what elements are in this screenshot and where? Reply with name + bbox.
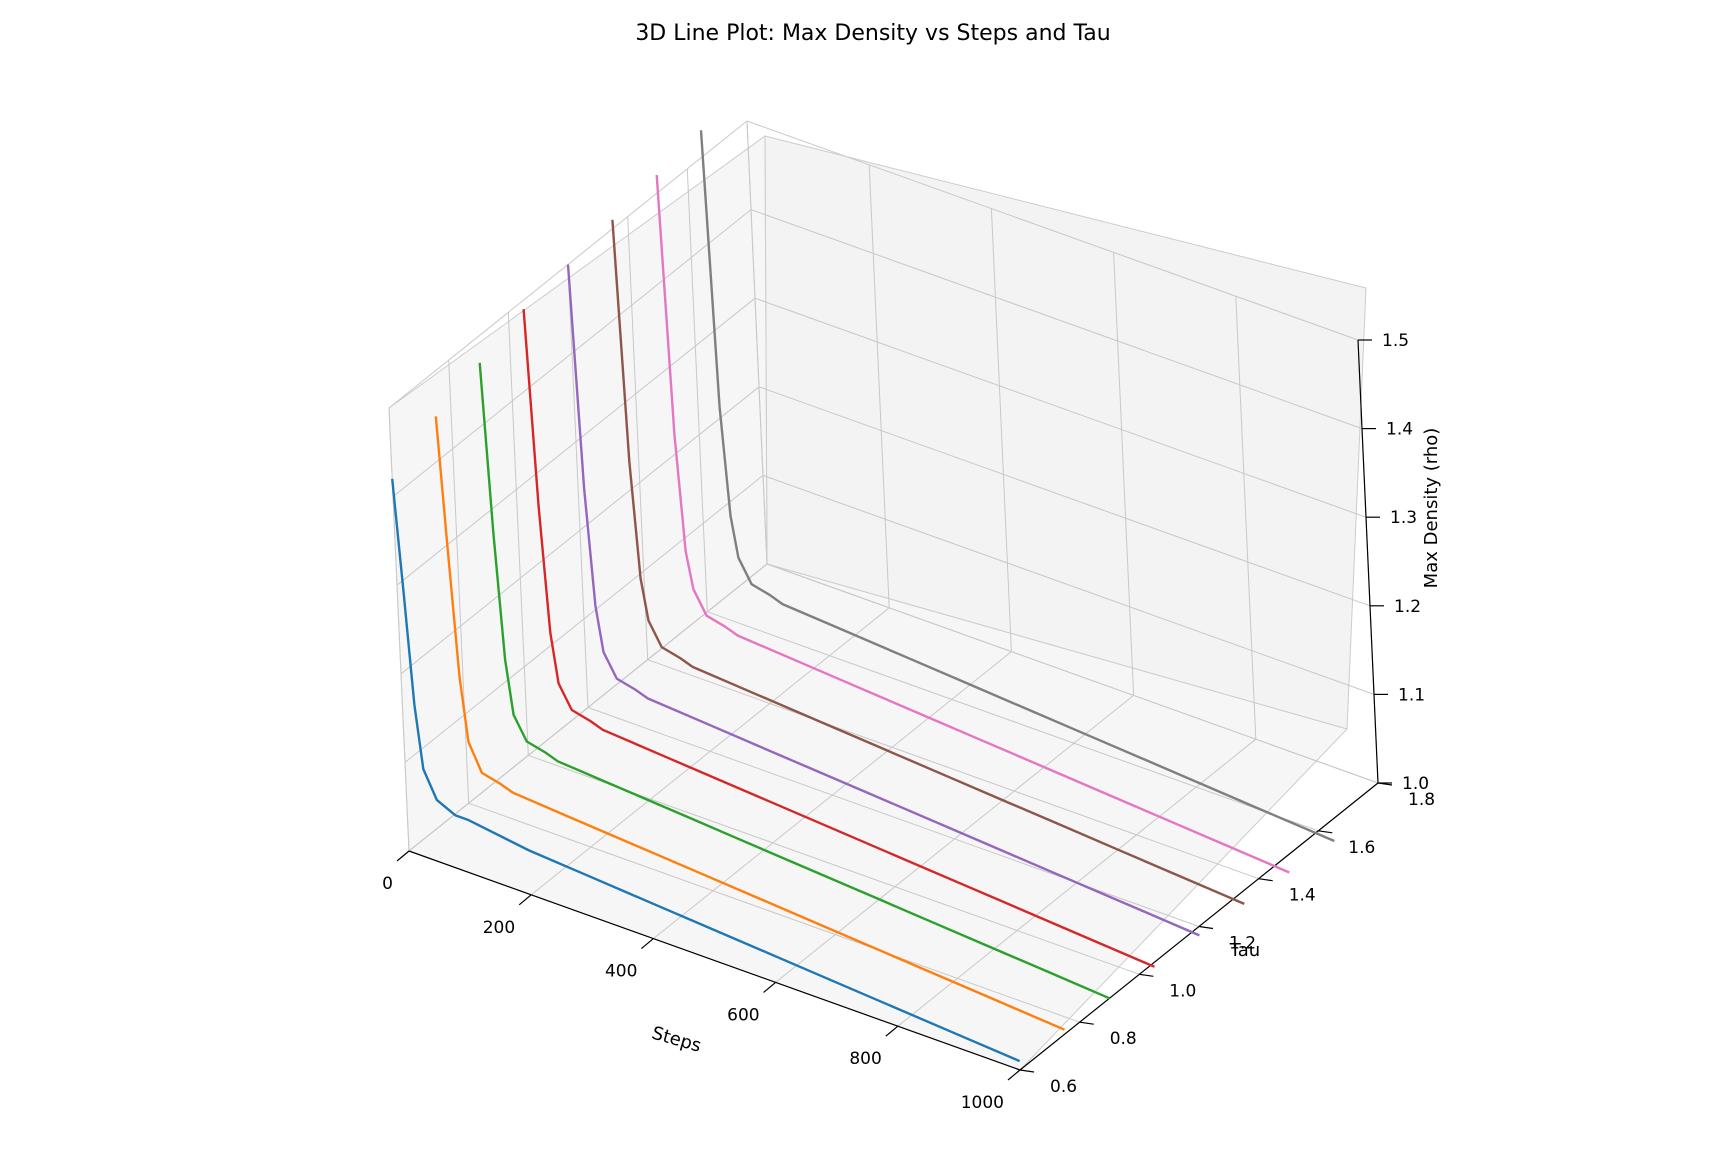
y-grid-line: [567, 264, 589, 708]
y-grid-line: [647, 659, 1259, 880]
series-line: [655, 174, 1290, 874]
x-grid-line: [1235, 296, 1257, 740]
y-grid-line: [468, 802, 1080, 1023]
tick-labels: 020040060080010000.60.81.01.21.41.61.81.…: [382, 331, 1435, 1113]
y-tick-mark: [1139, 973, 1154, 977]
y-grid-line: [507, 312, 529, 756]
chart-title: 3D Line Plot: Max Density vs Steps and T…: [635, 21, 1110, 46]
series-line: [699, 130, 1335, 843]
z-tick-label: 1.1: [1398, 685, 1425, 705]
z-grid-line: [754, 297, 1367, 518]
z-tick-label: 1.5: [1382, 331, 1409, 351]
z-grid-line: [762, 474, 1375, 695]
z-grid-line: [396, 297, 756, 586]
y-tick-label: 1.6: [1348, 838, 1375, 858]
z-grid-line: [408, 563, 768, 852]
y-axis-label: Tau: [1229, 940, 1260, 961]
z-grid-line: [400, 386, 760, 675]
x-tick-label: 400: [605, 962, 637, 982]
y-tick-mark: [1198, 925, 1214, 930]
x-axis-line: [408, 850, 1021, 1071]
x-tick-mark: [518, 894, 532, 906]
series-line: [566, 264, 1200, 937]
z-grid-line: [392, 209, 752, 497]
z-axis-label: Max Density (rho): [1421, 428, 1442, 589]
z-tick-label: 1.2: [1394, 597, 1421, 617]
y-tick-mark: [1258, 878, 1273, 882]
y-tick-label: 1.4: [1289, 886, 1316, 906]
y-grid-line: [448, 360, 470, 804]
y-tick-label: 1.2: [1229, 934, 1256, 954]
y-tick-mark: [1079, 1021, 1094, 1025]
y-tick-label: 0.6: [1050, 1077, 1077, 1097]
x-tick-mark: [1007, 1069, 1021, 1081]
x-grid-line: [868, 164, 890, 608]
x-grid-line: [1113, 252, 1135, 696]
x-tick-label: 600: [727, 1005, 759, 1025]
data-series: [391, 130, 1335, 1063]
x-tick-label: 0: [382, 874, 393, 894]
x-axis-label: Steps: [649, 1023, 703, 1057]
x-tick-mark: [885, 1025, 899, 1037]
z-axis-line: [1357, 339, 1379, 784]
x-tick-label: 200: [483, 918, 515, 938]
series-line: [478, 362, 1110, 1000]
axis-lines: [396, 339, 1393, 1081]
y-grid-line: [686, 168, 708, 612]
z-tick-label: 1.3: [1390, 508, 1417, 528]
z-grid-line: [750, 209, 1363, 430]
x-tick-mark: [641, 938, 654, 950]
y-tick-mark: [1318, 830, 1333, 834]
series-line: [391, 478, 1021, 1063]
grid-lines: [388, 120, 1379, 1071]
x-tick-label: 800: [849, 1049, 881, 1069]
y-tick-label: 1.8: [1408, 790, 1435, 810]
x-tick-label: 1000: [961, 1093, 1004, 1113]
y-grid-line: [707, 611, 1319, 832]
y-grid-line: [587, 707, 1200, 927]
z-grid-line: [746, 120, 1359, 341]
z-grid-line: [758, 386, 1371, 607]
y-tick-label: 1.0: [1169, 981, 1196, 1001]
x-tick-mark: [763, 981, 776, 993]
y-grid-line: [627, 216, 649, 660]
z-grid-line: [766, 563, 1379, 784]
series-line: [522, 309, 1155, 968]
x-grid-line: [990, 208, 1012, 652]
y-tick-label: 0.8: [1110, 1029, 1137, 1049]
y-tick-mark: [1019, 1069, 1035, 1073]
x-tick-mark: [396, 850, 410, 862]
series-line: [434, 416, 1065, 1031]
series-line: [611, 219, 1245, 906]
y-grid-line: [746, 120, 768, 565]
z-tick-label: 1.0: [1402, 774, 1429, 794]
z-tick-label: 1.4: [1386, 420, 1413, 440]
